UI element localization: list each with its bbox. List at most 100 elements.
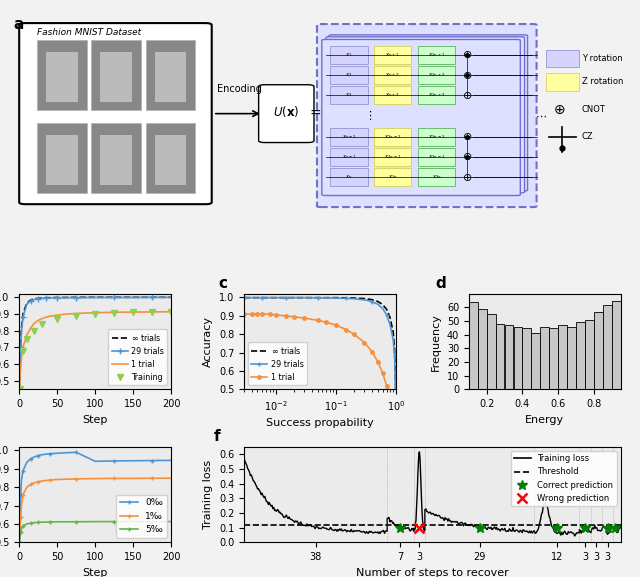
0‰ <box>27 455 35 462</box>
Bar <box>567 327 576 389</box>
Training <box>129 309 137 316</box>
Text: Z rotation: Z rotation <box>582 77 623 87</box>
Bar <box>513 327 522 389</box>
29 trials <box>383 312 390 319</box>
5‰ <box>19 522 27 529</box>
Bar <box>374 86 412 104</box>
1 trial <box>16 374 24 381</box>
X-axis label: Energy: Energy <box>525 415 564 425</box>
5‰ <box>23 520 31 527</box>
29 trials <box>379 305 387 312</box>
Text: $U(\mathbf{x})$: $U(\mathbf{x})$ <box>273 104 300 119</box>
Line: 5‰: 5‰ <box>17 519 173 545</box>
29 trials <box>248 294 255 301</box>
29 trials <box>282 294 290 301</box>
Text: Encoding: Encoding <box>216 84 261 95</box>
$\infty$ trials <box>110 294 118 301</box>
29 trials <box>290 294 298 301</box>
$\infty$ trials <box>350 295 358 302</box>
Text: $x_2$: $x_2$ <box>345 71 353 79</box>
Text: CNOT: CNOT <box>582 105 605 114</box>
Bar <box>558 325 567 389</box>
Bar <box>46 135 77 185</box>
5‰ <box>45 519 53 526</box>
Bar <box>612 301 621 389</box>
Bar <box>330 46 367 64</box>
29 trials <box>15 386 23 393</box>
1‰ <box>110 475 118 482</box>
29 trials <box>323 294 330 301</box>
Bar <box>496 324 504 389</box>
Bar <box>478 309 486 389</box>
Bar <box>374 148 412 166</box>
1 trial <box>300 314 308 321</box>
Text: $x_{2n-2}$: $x_{2n-2}$ <box>384 133 401 141</box>
Bar <box>330 86 367 104</box>
0‰ <box>72 449 80 456</box>
Text: $x_{n+2}$: $x_{n+2}$ <box>385 71 400 79</box>
1 trial <box>332 321 340 328</box>
$\infty$ trials <box>38 294 46 301</box>
0‰ <box>23 459 31 466</box>
0‰ <box>17 491 24 498</box>
Text: $x_{2n-1}$: $x_{2n-1}$ <box>384 153 401 161</box>
29 trials <box>61 294 68 301</box>
29 trials <box>23 301 31 308</box>
Training <box>23 336 31 343</box>
Text: Fashion MNIST Dataset: Fashion MNIST Dataset <box>37 28 141 37</box>
1 trial <box>350 331 358 338</box>
$\infty$ trials <box>379 301 387 308</box>
$\infty$ trials <box>27 297 35 304</box>
Text: d: d <box>435 276 446 291</box>
29 trials <box>253 294 261 301</box>
Text: $\oplus$: $\oplus$ <box>553 103 565 117</box>
1 trial <box>61 311 68 318</box>
1 trial <box>17 364 24 371</box>
$\infty$ trials <box>248 294 255 301</box>
$\infty$ trials <box>35 295 42 302</box>
1 trial <box>92 309 99 316</box>
FancyBboxPatch shape <box>322 39 520 196</box>
29 trials <box>387 321 394 328</box>
29 trials <box>42 295 50 302</box>
5‰ <box>31 519 38 526</box>
$\infty$ trials <box>387 314 394 321</box>
1 trial <box>282 312 290 319</box>
$\infty$ trials <box>391 346 399 353</box>
Bar <box>374 66 412 84</box>
FancyBboxPatch shape <box>326 37 525 193</box>
1 trial <box>253 310 261 317</box>
Text: c: c <box>218 276 227 291</box>
29 trials <box>368 298 376 305</box>
0‰ <box>53 449 61 456</box>
29 trials <box>38 295 46 302</box>
X-axis label: Success propability: Success propability <box>266 418 374 429</box>
Line: 1 trial: 1 trial <box>19 312 171 389</box>
Training <box>53 316 61 323</box>
Text: CZ: CZ <box>582 132 593 141</box>
Bar <box>418 46 456 64</box>
Text: $x_1$: $x_1$ <box>345 51 353 59</box>
Bar <box>549 328 558 389</box>
Training <box>148 309 156 316</box>
Text: Y rotation: Y rotation <box>582 54 622 63</box>
$\infty$ trials <box>148 294 156 301</box>
$\infty$ trials <box>92 294 99 301</box>
29 trials <box>31 296 38 303</box>
1 trial <box>374 358 381 365</box>
$\infty$ trials <box>374 298 381 305</box>
1 trial <box>290 313 298 320</box>
Bar <box>374 46 412 64</box>
29 trials <box>27 297 35 304</box>
Bar <box>603 305 612 389</box>
Line: 0‰: 0‰ <box>17 450 173 545</box>
29 trials <box>19 314 27 321</box>
29 trials <box>272 294 280 301</box>
1 trial <box>240 310 248 317</box>
Y-axis label: Accuracy: Accuracy <box>204 316 213 367</box>
Bar <box>330 128 367 146</box>
1 trial <box>129 309 137 316</box>
Text: $x_{2n+3}$: $x_{2n+3}$ <box>428 91 445 99</box>
1 trial <box>383 383 390 389</box>
1 trial <box>368 349 376 355</box>
